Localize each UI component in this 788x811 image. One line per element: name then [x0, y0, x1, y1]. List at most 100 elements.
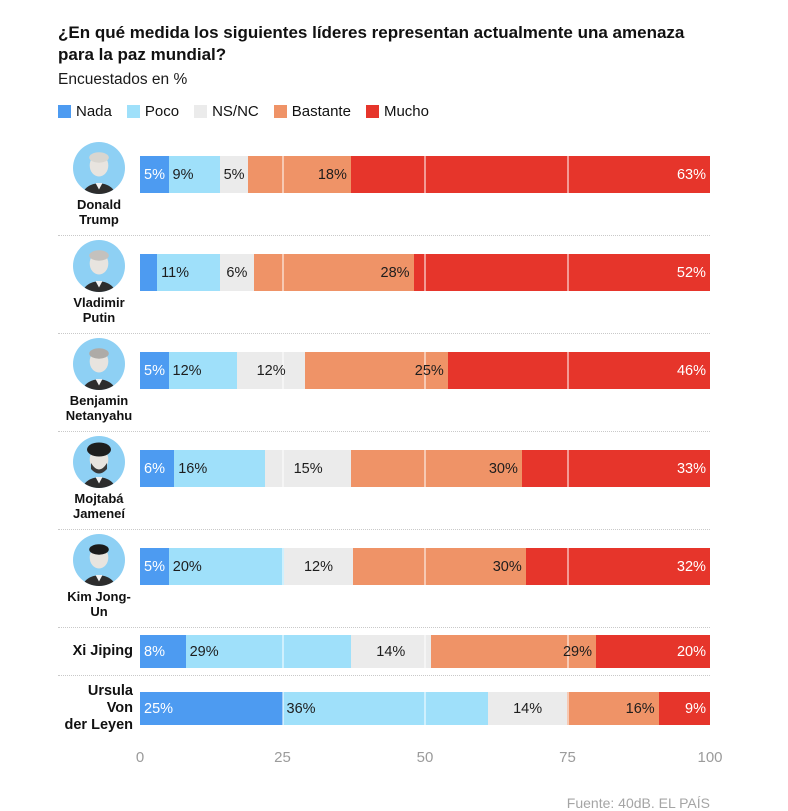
row-label: Donald Trump: [58, 142, 140, 227]
segment-value: 25%: [144, 700, 174, 717]
gridline-50: [424, 156, 426, 193]
segment-value: 15%: [293, 460, 323, 477]
bar-area: 5% 9% 5% 18% 63%: [140, 142, 710, 227]
segment-value: 25%: [414, 362, 444, 379]
bar-segment-nsnc: 12%: [236, 352, 306, 389]
bar-segment-mucho: 46%: [447, 352, 710, 389]
legend: Nada Poco NS/NC Bastante Mucho: [58, 103, 710, 120]
bar-segment-bastante: 28%: [253, 254, 414, 291]
legend-label: Poco: [144, 103, 180, 120]
gridline-75: [566, 450, 569, 487]
stacked-bar: 5% 12% 12% 25% 46%: [140, 352, 710, 389]
segment-value: 9%: [685, 700, 706, 717]
leader-row-2: Benjamin Netanyahu 5% 12% 12% 25% 46%: [58, 334, 710, 432]
leader-name: Ursula Von der Leyen: [64, 683, 134, 733]
legend-label: Bastante: [291, 103, 351, 120]
segment-value: 33%: [676, 460, 706, 477]
axis-tick-0: 0: [135, 749, 145, 766]
legend-item-nada: Nada: [58, 103, 112, 120]
segment-value: 12%: [172, 362, 202, 379]
segment-value: 11%: [161, 264, 190, 281]
bar-area: 8% 29% 14% 29% 20%: [140, 635, 710, 668]
leader-avatar: [73, 142, 125, 194]
bar-segment-poco: 16%: [174, 450, 266, 487]
bar-segment-nada: [140, 254, 158, 291]
bar-segment-nada: 8%: [140, 635, 186, 668]
segment-value: 8%: [144, 643, 165, 660]
gridline-25: [281, 692, 284, 725]
gridline-25: [281, 450, 284, 487]
bastante-swatch-icon: [273, 105, 287, 118]
poco-swatch-icon: [126, 105, 140, 118]
gridline-75: [566, 254, 569, 291]
bar-segment-bastante: 30%: [353, 548, 526, 585]
row-label: Mojtabá Jameneí: [58, 436, 140, 521]
x-axis: 0 25 50 75 100: [136, 747, 723, 771]
bar-segment-mucho: 52%: [413, 254, 710, 291]
leader-avatar: [73, 534, 125, 586]
leader-avatar: [73, 338, 125, 390]
leader-row-6: Ursula Von der Leyen 25% 36% 14% 16% 9%: [58, 676, 710, 741]
segment-value: 30%: [492, 558, 522, 575]
segment-value: 32%: [676, 558, 706, 575]
bar-segment-poco: 20%: [168, 548, 284, 585]
bar-segment-poco: 9%: [168, 156, 220, 193]
row-label: Xi Jiping: [58, 643, 140, 660]
segment-value: 5%: [144, 558, 165, 575]
segment-value: 5%: [223, 166, 245, 183]
bar-segment-nada: 6%: [140, 450, 175, 487]
segment-value: 18%: [317, 166, 347, 183]
row-label: Benjamin Netanyahu: [58, 338, 140, 423]
bar-segment-nsnc: 14%: [487, 692, 568, 725]
leader-row-0: Donald Trump 5% 9% 5% 18% 63%: [58, 138, 710, 236]
nsnc-swatch-icon: [194, 105, 208, 118]
axis-tick-50: 50: [416, 749, 434, 766]
bar-segment-mucho: 63%: [350, 156, 710, 193]
gridline-50: [424, 352, 426, 389]
bar-area: 6% 16% 15% 30% 33%: [140, 436, 710, 521]
bar-segment-nada: 5%: [140, 352, 169, 389]
axis-tick-75: 75: [559, 749, 576, 766]
bar-segment-bastante: 25%: [305, 352, 448, 389]
segment-value: 63%: [676, 166, 706, 183]
leader-avatar: [73, 240, 125, 292]
bar-segment-mucho: 9%: [658, 692, 710, 725]
gridline-75: [566, 692, 569, 725]
legend-label: Nada: [76, 103, 112, 120]
leader-name: Donald Trump: [76, 197, 122, 227]
bar-segment-poco: 12%: [168, 352, 237, 389]
segment-value: 36%: [286, 700, 316, 717]
bar-segment-nsnc: 15%: [265, 450, 351, 487]
segment-value: 16%: [625, 700, 655, 717]
gridline-25: [281, 352, 284, 389]
bar-segment-poco: 11%: [157, 254, 220, 291]
bar-segment-nsnc: 6%: [219, 254, 254, 291]
bar-area: 11% 6% 28% 52%: [140, 240, 710, 325]
row-label: Vladimir Putin: [58, 240, 140, 325]
segment-value: 20%: [172, 558, 202, 575]
gridline-50: [424, 450, 426, 487]
gridline-75: [566, 352, 569, 389]
source-credit: Fuente: 40dB. EL PAÍS: [566, 795, 710, 811]
legend-item-mucho: Mucho: [365, 103, 429, 120]
bar-segment-nsnc: 14%: [350, 635, 431, 668]
stacked-bar: 8% 29% 14% 29% 20%: [140, 635, 710, 668]
segment-value: 29%: [189, 643, 219, 660]
bar-segment-nada: 5%: [140, 156, 169, 193]
leader-row-3: Mojtabá Jameneí 6% 16% 15% 30% 33%: [58, 432, 710, 530]
gridline-75: [566, 548, 569, 585]
gridline-75: [566, 156, 569, 193]
stacked-bar: 5% 9% 5% 18% 63%: [140, 156, 710, 193]
bar-area: 5% 20% 12% 30% 32%: [140, 534, 710, 619]
leader-name: Kim Jong- Un: [67, 589, 131, 619]
legend-item-poco: Poco: [126, 103, 180, 120]
leader-row-5: Xi Jiping 8% 29% 14% 29% 20%: [58, 628, 710, 676]
gridline-50: [424, 548, 426, 585]
bar-area: 25% 36% 14% 16% 9%: [140, 692, 710, 725]
gridline-50: [424, 254, 426, 291]
gridline-25: [281, 635, 284, 668]
bar-segment-bastante: 16%: [567, 692, 659, 725]
axis-tick-100: 100: [697, 749, 723, 766]
gridline-25: [281, 548, 284, 585]
